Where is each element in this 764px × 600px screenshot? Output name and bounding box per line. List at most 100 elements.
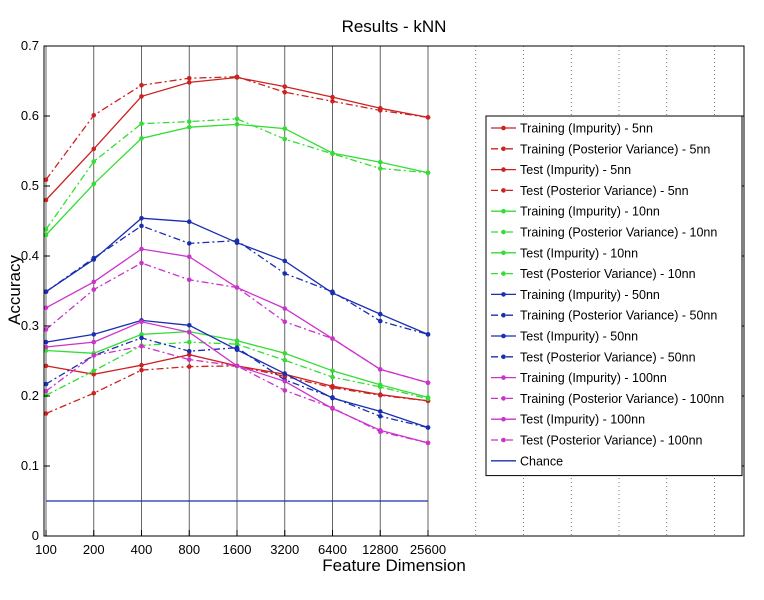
data-point [377,409,383,414]
series-line [45,341,429,400]
data-point [43,411,49,416]
data-point [91,113,97,118]
legend-entry: Training (Impurity) - 50nn [491,288,660,302]
data-point [43,197,49,203]
legend-label: Training (Impurity) - 10nn [520,205,660,219]
legend-marker [501,229,506,235]
y-tick-label: 0.4 [21,248,39,263]
data-point [234,74,240,80]
data-point [377,318,383,324]
data-point [234,122,240,127]
data-point [282,89,288,95]
legend-label: Test (Posterior Variance) - 5nn [520,184,689,198]
legend-marker [501,292,506,297]
data-point [330,99,335,104]
legend-label: Test (Impurity) - 100nn [520,413,645,427]
data-point [377,311,383,317]
legend-entry: Test (Posterior Variance) - 50nn [491,350,696,364]
data-point [282,271,288,276]
chart-title: Results - kNN [342,17,447,36]
legend-marker [501,333,506,339]
data-point [139,332,144,337]
y-tick-label: 0.7 [21,38,39,53]
y-tick-label: 0.1 [21,458,39,473]
legend-marker [501,354,506,360]
data-point [377,159,383,165]
x-tick-label: 6400 [318,542,347,557]
legend-entry: Training (Posterior Variance) - 10nn [491,226,717,240]
data-point [234,116,240,122]
y-axis-title: Accuracy [5,255,24,325]
data-point [186,75,192,81]
series-15 [43,344,431,446]
data-point [425,396,431,402]
data-point [91,332,97,337]
data-point [91,368,97,374]
data-point [139,362,144,368]
data-point [282,388,288,393]
data-point [186,124,192,130]
data-point [139,94,144,99]
legend-label: Training (Impurity) - 50nn [520,288,660,302]
data-point [282,319,288,325]
legend-label: Test (Posterior Variance) - 50nn [520,350,696,364]
y-tick-label: 0.5 [21,178,39,193]
data-point [377,108,383,113]
data-point [43,388,49,394]
data-point [330,336,335,341]
data-point [425,332,431,337]
series-line [45,337,429,429]
legend-label: Test (Impurity) - 50nn [520,330,638,344]
data-point [91,159,97,164]
x-axis-title: Feature Dimension [322,556,466,575]
y-tick-label: 0.6 [21,108,39,123]
series-5 [43,116,431,232]
data-point [330,151,335,157]
data-point [43,177,49,182]
y-tick-label: 0.3 [21,318,39,333]
legend-entry: Training (Impurity) - 10nn [491,205,660,219]
legend-marker [501,250,506,256]
data-point [282,136,288,142]
axes-frame [43,45,745,537]
data-point [43,227,49,232]
data-point [425,115,431,120]
data-point [282,258,288,264]
legend-marker [501,416,506,422]
data-point [330,385,335,390]
data-point [282,84,288,89]
legend-entry: Test (Impurity) - 5nn [491,163,631,177]
data-point [91,287,97,292]
legend-label: Training (Impurity) - 100nn [520,371,667,385]
legend-marker [501,437,506,443]
data-point [282,379,288,384]
data-point [425,170,431,175]
data-point [330,374,335,380]
data-point [377,414,383,419]
data-point [234,285,240,290]
x-tick-label: 100 [35,542,57,557]
data-point [425,425,431,430]
legend-entry: Training (Posterior Variance) - 5nn [491,142,710,156]
series-9 [43,223,431,337]
series-line [45,76,429,181]
data-point [234,238,240,243]
data-point [139,246,144,252]
data-point [377,367,383,372]
legend-label: Training (Posterior Variance) - 5nn [520,142,710,156]
data-point [91,372,97,377]
data-point [139,121,144,126]
legend-label: Test (Posterior Variance) - 100nn [520,434,703,448]
data-point [330,289,335,295]
x-tick-label: 12800 [362,542,398,557]
data-point [139,136,144,141]
legend-label: Training (Posterior Variance) - 100nn [520,392,724,406]
series-13 [43,260,431,386]
data-point [186,339,192,345]
legend-marker [501,312,506,318]
data-point [43,327,49,332]
data-point [139,367,144,373]
data-point [186,277,192,283]
data-point [330,368,335,374]
